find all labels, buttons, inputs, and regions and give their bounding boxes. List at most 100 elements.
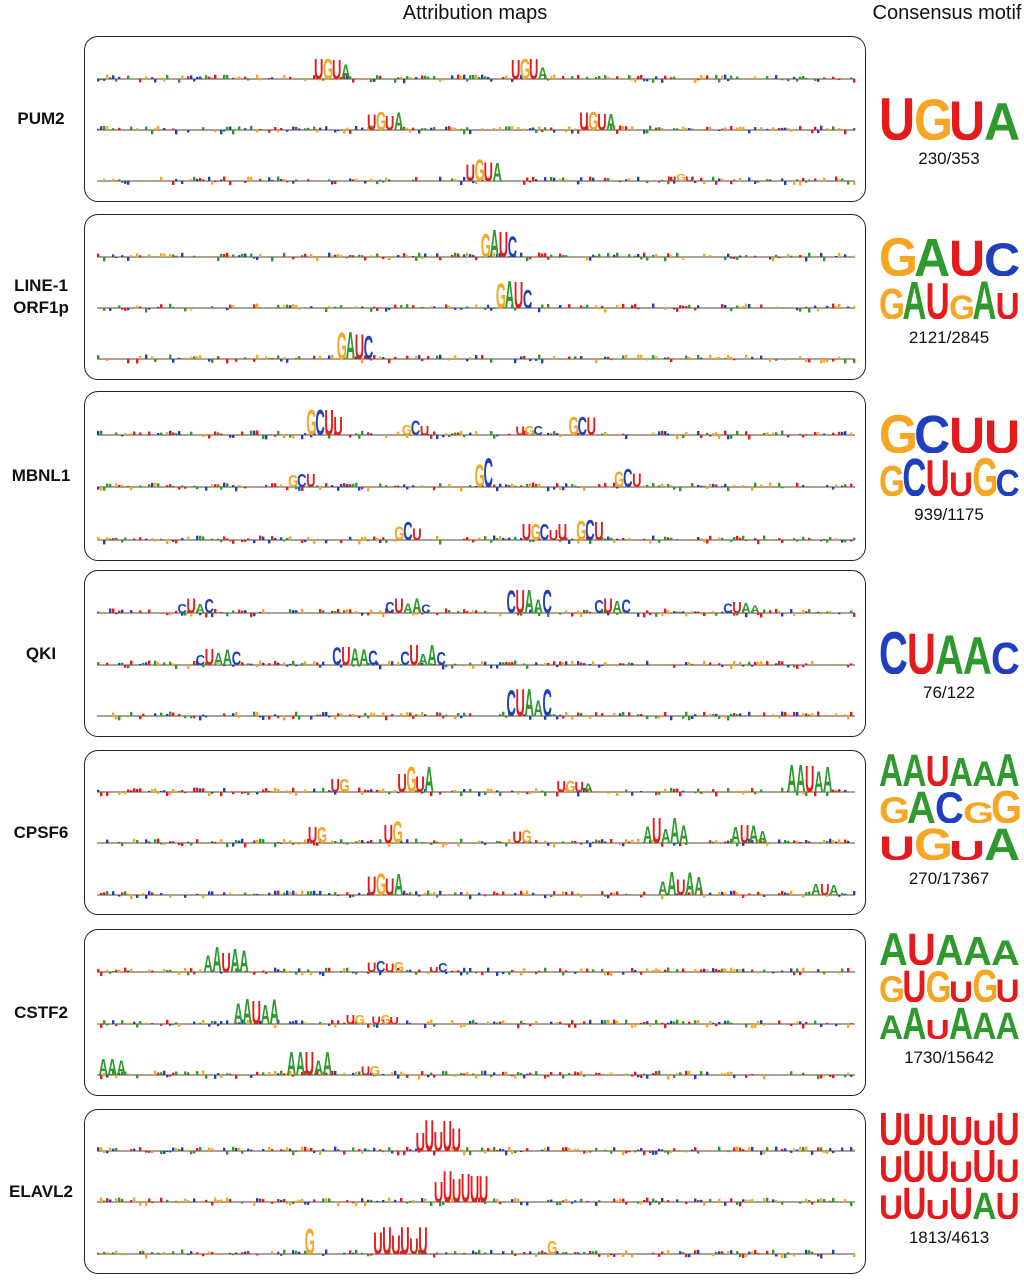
noise-tick [610,972,613,976]
noise-tick [427,890,430,895]
noise-tick [277,304,280,308]
peak-letter: A [394,109,403,137]
noise-tick [463,1024,466,1027]
noise-tick [244,892,247,895]
noise-tick [304,1202,307,1205]
noise-tick [604,483,607,487]
noise-tick [427,356,430,359]
noise-tick [601,610,604,613]
noise-tick [502,1071,505,1075]
noise-tick [475,74,478,79]
peak-letter: A [679,822,688,850]
attribution-map-svg: U U U U UU U U U U UG U U U U U U G [97,1112,856,1263]
noise-tick [643,1022,646,1024]
noise-tick [580,432,583,435]
noise-tick [397,792,400,794]
noise-tick [841,485,844,487]
noise-tick [259,535,262,540]
noise-tick [484,178,487,181]
noise-tick [256,430,259,435]
noise-tick [304,253,307,257]
noise-tick [322,1198,325,1202]
noise-tick [757,661,760,665]
noise-tick [526,257,529,262]
noise-tick [586,76,589,79]
noise-tick [736,790,739,792]
noise-tick [523,355,526,359]
noise-tick [352,179,355,181]
noise-tick [763,712,766,716]
noise-tick [208,1251,211,1254]
noise-tick [121,181,124,183]
noise-tick [538,308,541,313]
noise-tick [169,254,172,257]
noise-tick [409,77,412,79]
rbp-name: CSTF2 [0,1002,82,1024]
noise-tick [469,895,472,900]
noise-tick [817,1147,820,1151]
noise-tick [325,308,328,312]
noise-tick [274,435,277,437]
noise-tick [226,538,229,540]
noise-tick [823,1199,826,1202]
noise-tick [706,432,709,435]
noise-tick [832,359,835,362]
noise-tick [127,893,130,895]
noise-tick [280,537,283,540]
noise-tick [583,663,586,665]
noise-tick [694,308,697,311]
noise-tick [559,435,562,438]
noise-tick [406,1075,409,1078]
noise-tick [850,540,853,542]
noise-tick [145,662,148,665]
noise-tick [652,1151,655,1155]
noise-tick [592,661,595,665]
noise-tick [292,1021,295,1024]
noise-tick [181,843,184,847]
noise-tick [703,613,706,617]
noise-tick [484,308,487,310]
noise-tick [742,306,745,308]
noise-tick [175,1200,178,1202]
peak-letter: C [594,597,604,618]
noise-tick [199,613,202,616]
noise-tick [487,304,490,308]
noise-tick [151,356,154,359]
noise-tick [529,1024,532,1027]
noise-tick [241,1019,244,1024]
noise-tick [409,892,412,895]
noise-tick [472,254,475,257]
noise-tick [718,178,721,181]
noise-tick [790,1151,793,1153]
noise-tick [334,1146,337,1151]
noise-tick [322,712,325,716]
noise-tick [388,308,391,310]
motif-letter: G [926,968,952,1002]
peak-letter: G [566,779,576,796]
peak-letter: A [505,274,514,317]
noise-tick [571,130,574,134]
noise-tick [850,1202,853,1207]
noise-tick [520,972,523,976]
noise-tick [469,1151,472,1156]
noise-tick [718,969,721,972]
noise-tick [694,79,697,83]
noise-tick [727,79,730,82]
peak-letter: U [367,872,376,901]
noise-tick [376,1200,379,1202]
noise-tick [832,303,835,308]
noise-tick [232,1146,235,1151]
noise-tick [697,537,700,540]
noise-tick [358,716,361,719]
noise-tick [175,1071,178,1075]
noise-tick [694,1020,697,1024]
noise-tick [121,484,124,487]
noise-tick [751,610,754,613]
noise-tick [523,663,526,665]
noise-tick [178,79,181,83]
noise-tick [796,665,799,669]
noise-tick [655,613,658,617]
